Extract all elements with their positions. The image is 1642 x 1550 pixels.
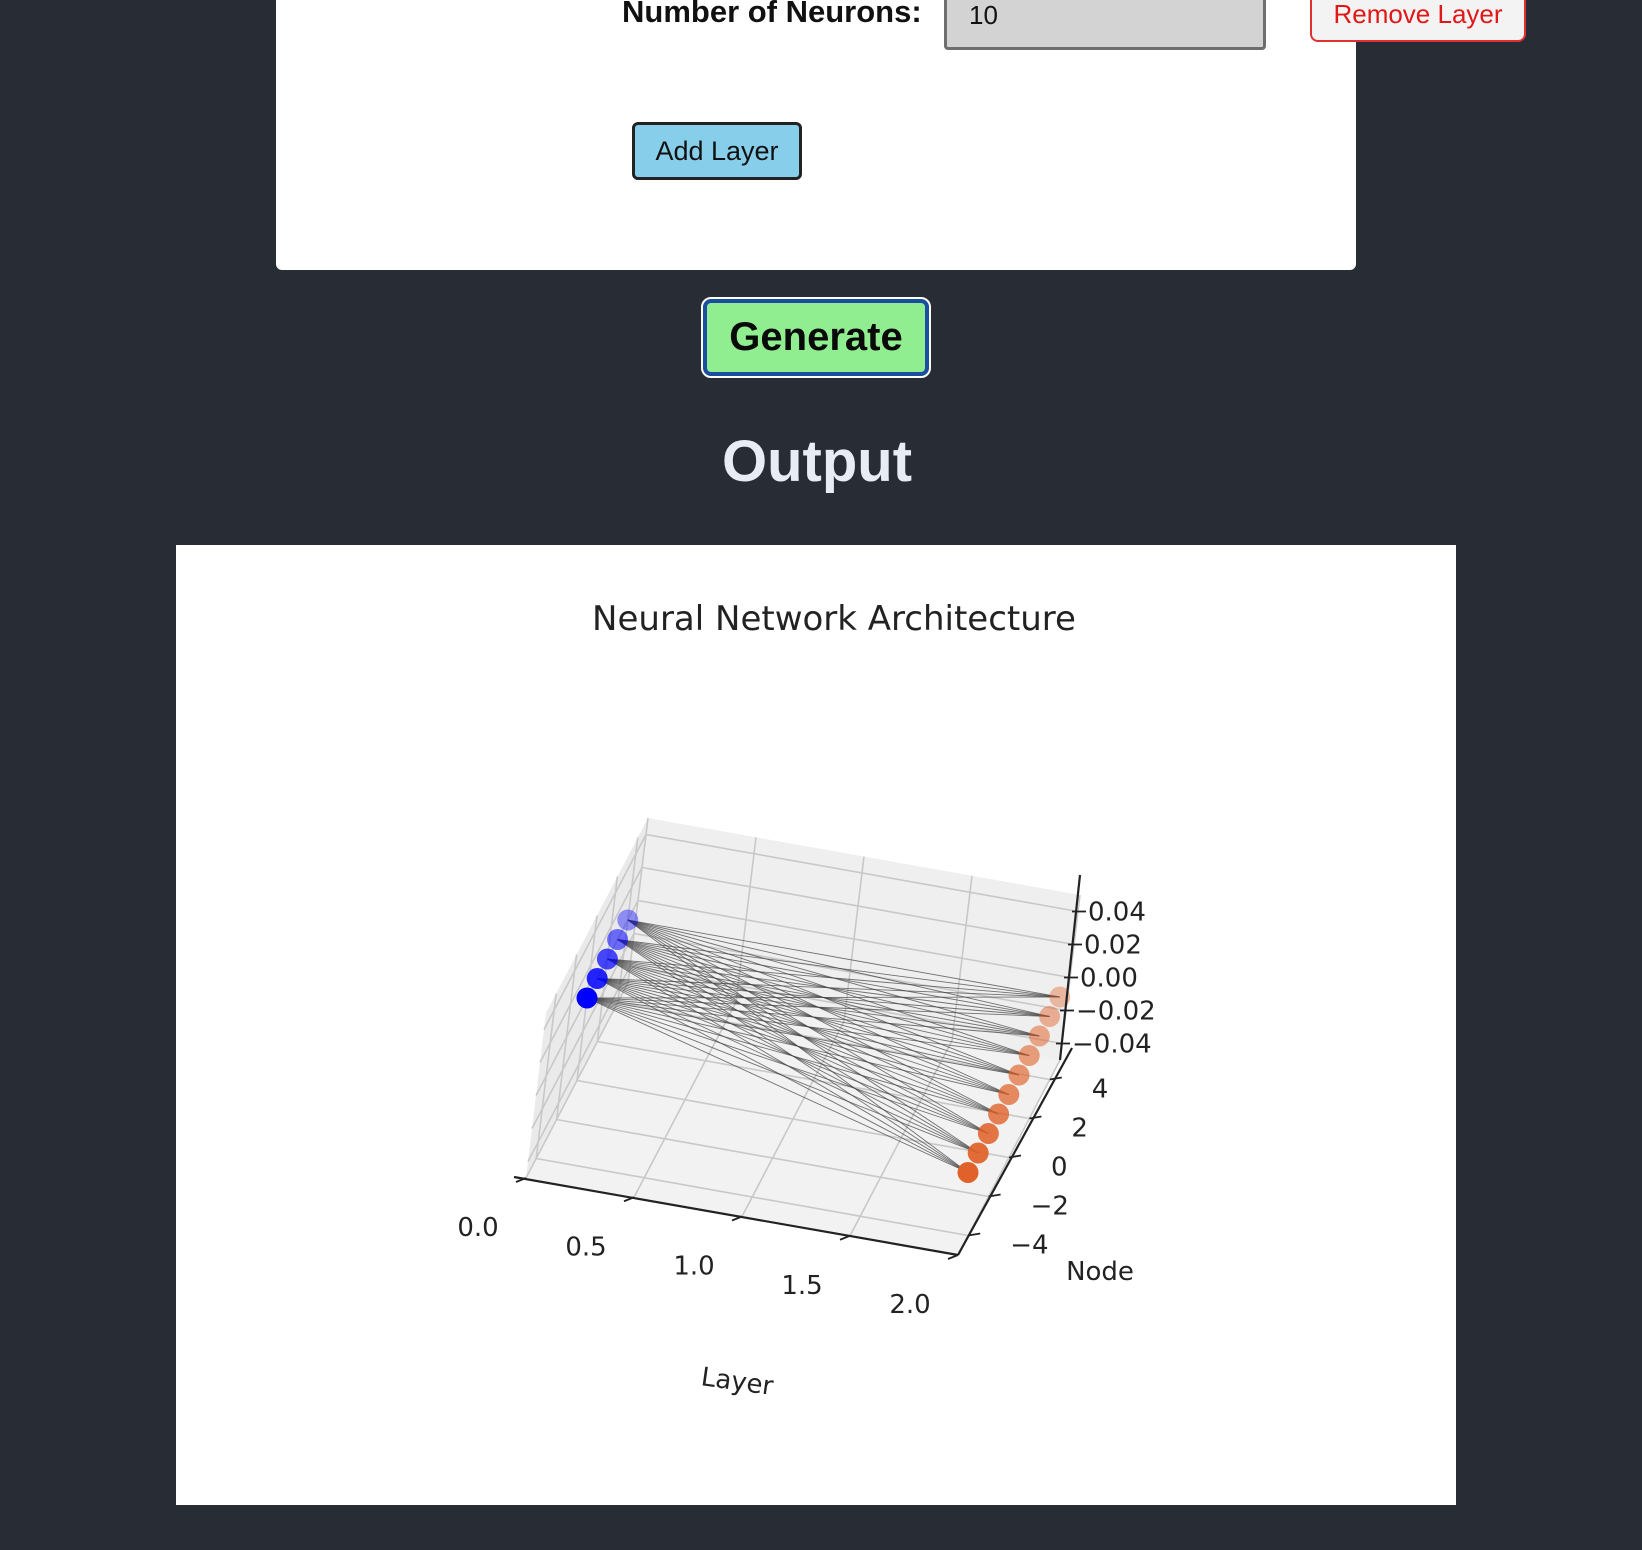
network-edge [596,978,969,1173]
network-edges [586,919,1060,1173]
node-layer-2 [1028,1025,1050,1047]
x-tick-mark [731,1215,743,1222]
grid-line-y [576,915,1010,1159]
node-layer-2 [988,1103,1010,1125]
z-tick-label: 0.02 [1084,931,1142,961]
network-edge [607,958,969,1173]
y-tick-mark [968,1232,981,1237]
z-axis-line [1058,874,1082,1061]
grid-line-y [535,993,969,1237]
axis-lines [513,874,1082,1257]
y-axis-line [957,1047,1073,1256]
network-edge [627,919,969,1173]
z-tick-label: −0.04 [1072,1030,1152,1060]
z-tick-label: −0.02 [1076,997,1156,1027]
y-tick-mark [1029,1115,1042,1120]
network-edge [627,919,979,1154]
grid-line-x [741,856,865,1217]
grid-line-z [535,899,1071,1096]
node-layer-2 [977,1123,999,1144]
node-layer-2 [967,1142,989,1164]
remove-layer-button[interactable]: Remove Layer [1310,0,1526,42]
neurons-label: Number of Neurons: [622,0,922,29]
node-layer-2 [998,1084,1020,1105]
network-edge [586,997,969,1173]
grid-line-y [555,954,989,1198]
grid-line-z [543,833,1079,1030]
layer-config-card: Number of Neurons: Remove Layer Add Laye… [276,0,1526,270]
y-tick-label: −2 [1031,1192,1069,1222]
x-tick-label: 1.0 [673,1252,714,1282]
grid-line-z [531,932,1067,1129]
node-layer-2 [1008,1064,1030,1086]
y-tick-label: 4 [1092,1075,1109,1105]
y-tick-label: 2 [1071,1114,1088,1144]
node-layer-2 [1039,1006,1061,1027]
network-chart: Neural Network Architecture 0.0 0.5 1.0 1.5… [457,599,1155,1402]
z-tick-label: 0.04 [1088,898,1146,928]
network-edge [627,919,1020,1076]
add-layer-button[interactable]: Add Layer [632,122,802,180]
y-tick-mark [1008,1154,1022,1159]
grid-line-z [539,866,1075,1063]
network-edge [627,919,989,1134]
x-tick-label: 0.5 [565,1232,606,1262]
y-axis-label: Node [1066,1257,1134,1287]
network-edge [627,919,1030,1056]
grid-line-x [525,817,649,1179]
network-edge [627,919,1060,998]
neurons-input[interactable] [944,0,1266,50]
output-heading: Output [721,429,913,494]
x-tick-label: 0.0 [457,1213,498,1243]
z-tick-label: 0.00 [1080,964,1138,994]
node-layer-0 [607,929,629,950]
network-nodes [576,909,1071,1183]
y-tick-mark [1049,1076,1062,1081]
x-tick-mark [623,1196,635,1203]
x-axis-label: Layer [699,1362,775,1402]
y-tick-label: −4 [1010,1231,1048,1261]
y-tick-mark [988,1193,1001,1198]
node-layer-2 [1049,986,1071,1008]
x-axis-line [513,1175,959,1257]
network-figure: Neural Network Architecture 0.0 0.5 1.0 1.5… [176,545,1456,1505]
network-edge [627,919,1040,1037]
x-tick-mark [515,1177,527,1183]
x-tick-label: 1.5 [781,1271,822,1301]
node-layer-2 [957,1162,979,1183]
network-edge [627,919,1009,1095]
axis-ticks: 0.0 0.5 1.0 1.5 2.0 −4 −2 024 −0.04−0.020.000.02… [457,898,1155,1321]
chart-title: Neural Network Architecture [592,599,1076,639]
node-layer-0 [576,987,598,1009]
y-tick-label: 0 [1051,1153,1068,1183]
node-layer-0 [617,909,639,931]
network-edge [617,939,969,1173]
x-tick-mark [947,1254,959,1260]
node-layer-0 [586,968,608,989]
network-edge [627,919,999,1115]
node-layer-0 [596,948,618,970]
grid-line-x [849,875,973,1237]
x-tick-mark [839,1234,851,1241]
x-tick-label: 2.0 [889,1290,930,1320]
network-edge [627,919,1050,1017]
generate-button[interactable]: Generate [701,297,931,378]
node-layer-2 [1018,1045,1040,1066]
